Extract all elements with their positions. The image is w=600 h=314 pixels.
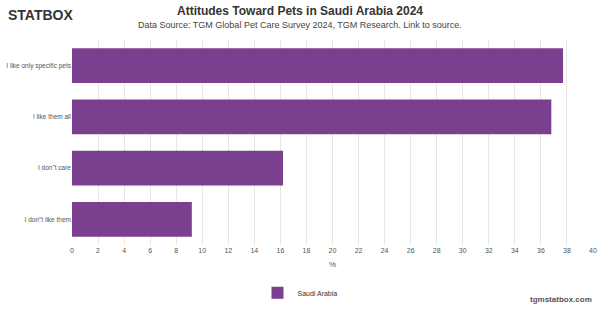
svg-text:Saudi Arabia: Saudi Arabia xyxy=(298,290,338,297)
svg-text:18: 18 xyxy=(303,247,311,254)
svg-text:I don"t like them: I don"t like them xyxy=(25,216,71,223)
svg-text:26: 26 xyxy=(407,247,415,254)
svg-text:28: 28 xyxy=(433,247,441,254)
svg-text:38: 38 xyxy=(563,247,571,254)
svg-text:I like only specific pets: I like only specific pets xyxy=(6,62,71,70)
svg-text:4: 4 xyxy=(122,247,126,254)
svg-text:Data Source: TGM Global Pet Ca: Data Source: TGM Global Pet Care Survey … xyxy=(138,20,462,30)
svg-text:30: 30 xyxy=(459,247,467,254)
svg-text:34: 34 xyxy=(511,247,519,254)
svg-text:32: 32 xyxy=(485,247,493,254)
svg-text:10: 10 xyxy=(198,247,206,254)
svg-text:40: 40 xyxy=(589,247,597,254)
svg-text:Attitudes Toward Pets in Saudi: Attitudes Toward Pets in Saudi Arabia 20… xyxy=(177,4,423,18)
svg-text:I like them all: I like them all xyxy=(33,113,71,120)
svg-text:I don"t care: I don"t care xyxy=(38,164,71,171)
svg-text:STATBOX: STATBOX xyxy=(8,7,73,23)
svg-text:20: 20 xyxy=(329,247,337,254)
svg-text:22: 22 xyxy=(355,247,363,254)
svg-text:16: 16 xyxy=(277,247,285,254)
svg-text:24: 24 xyxy=(381,247,389,254)
svg-text:tgmstatbox.com: tgmstatbox.com xyxy=(530,295,592,304)
svg-text:%: % xyxy=(329,260,336,269)
svg-text:0: 0 xyxy=(70,247,74,254)
svg-text:2: 2 xyxy=(96,247,100,254)
svg-text:6: 6 xyxy=(148,247,152,254)
svg-text:12: 12 xyxy=(224,247,232,254)
svg-text:8: 8 xyxy=(174,247,178,254)
svg-text:14: 14 xyxy=(250,247,258,254)
svg-text:36: 36 xyxy=(537,247,545,254)
